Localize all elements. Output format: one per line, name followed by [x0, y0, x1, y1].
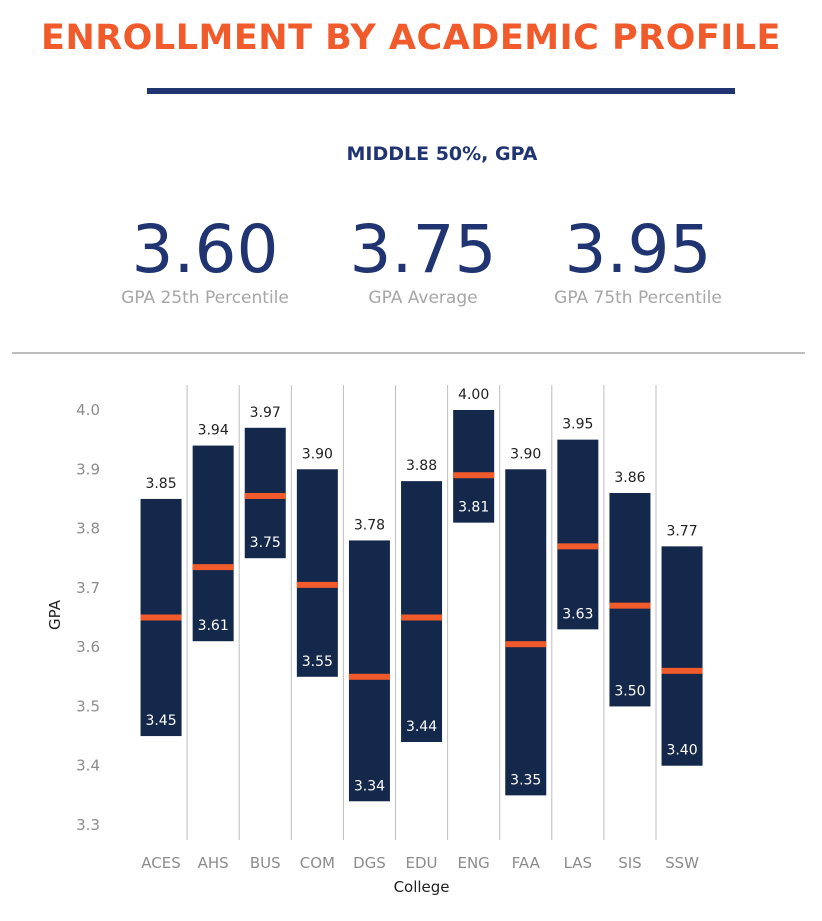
- mean-marker: [661, 667, 703, 674]
- y-tick-label: 3.5: [76, 697, 100, 715]
- stat-label: GPA Average: [368, 287, 478, 308]
- page-title: ENROLLMENT BY ACADEMIC PROFILE: [41, 18, 781, 58]
- bar-sis: [609, 493, 651, 707]
- x-tick-label: SIS: [618, 854, 641, 872]
- mean-marker: [505, 641, 547, 648]
- bar-com: [296, 469, 338, 677]
- data-label-low: 3.34: [354, 778, 385, 794]
- data-label-low: 3.55: [302, 654, 333, 670]
- data-label-low: 3.40: [666, 743, 697, 759]
- x-axis-title: College: [394, 878, 450, 896]
- data-label-high: 3.78: [354, 517, 385, 533]
- mean-marker: [140, 614, 182, 621]
- data-label-low: 3.35: [510, 772, 541, 788]
- data-label-low: 3.81: [458, 500, 489, 516]
- y-tick-label: 3.3: [76, 816, 100, 834]
- mean-marker: [609, 602, 651, 609]
- data-label-low: 3.63: [562, 606, 593, 622]
- x-tick-label: AHS: [198, 854, 229, 872]
- data-label-low: 3.44: [406, 719, 437, 735]
- x-tick-label: COM: [300, 854, 335, 872]
- y-tick-label: 3.8: [76, 520, 100, 538]
- mean-marker: [296, 581, 338, 588]
- stat-label: GPA 25th Percentile: [121, 287, 289, 308]
- stat-value: 3.75: [349, 211, 497, 288]
- x-tick-label: FAA: [512, 854, 541, 872]
- data-label-high: 3.97: [250, 405, 281, 421]
- stat-label: GPA 75th Percentile: [554, 287, 722, 308]
- x-tick-label: SSW: [665, 854, 699, 872]
- y-tick-label: 3.9: [76, 460, 100, 478]
- mean-marker: [244, 492, 286, 499]
- data-label-high: 3.88: [406, 458, 437, 474]
- section-subtitle: MIDDLE 50%, GPA: [346, 143, 538, 165]
- data-label-high: 3.85: [145, 476, 176, 492]
- bar-ahs: [192, 445, 234, 642]
- y-tick-label: 3.4: [76, 757, 100, 775]
- bar-dgs: [348, 540, 390, 802]
- mean-marker: [401, 614, 443, 621]
- mean-marker: [192, 564, 234, 571]
- mean-marker: [453, 472, 495, 479]
- stat-value: 3.95: [564, 211, 712, 288]
- stat-gpa-average: 3.75 GPA Average: [293, 212, 553, 308]
- bar-eng: [453, 410, 495, 523]
- data-label-low: 3.61: [198, 618, 229, 634]
- data-label-high: 3.95: [562, 417, 593, 433]
- x-tick-label: LAS: [564, 854, 592, 872]
- stat-gpa-75th: 3.95 GPA 75th Percentile: [508, 212, 768, 308]
- bar-ssw: [661, 546, 703, 766]
- x-tick-label: DGS: [353, 854, 386, 872]
- stat-value: 3.60: [131, 211, 279, 288]
- mean-marker: [348, 673, 390, 680]
- y-tick-label: 3.6: [76, 638, 100, 656]
- y-tick-label: 3.7: [76, 579, 100, 597]
- data-label-low: 3.45: [145, 713, 176, 729]
- bar-edu: [401, 481, 443, 742]
- mean-marker: [557, 543, 599, 550]
- data-label-low: 3.75: [250, 535, 281, 551]
- data-label-high: 3.77: [666, 523, 697, 539]
- data-label-high: 3.94: [198, 423, 229, 439]
- title-underline: [147, 88, 735, 94]
- data-label-low: 3.50: [614, 683, 645, 699]
- y-tick-label: 4.0: [76, 401, 100, 419]
- bar-faa: [505, 469, 547, 796]
- y-axis-title: GPA: [46, 599, 64, 630]
- section-divider: [12, 352, 805, 354]
- x-tick-label: ACES: [141, 854, 180, 872]
- bar-las: [557, 439, 599, 630]
- x-tick-label: EDU: [406, 854, 438, 872]
- x-tick-label: ENG: [457, 854, 489, 872]
- data-label-high: 3.90: [302, 446, 333, 462]
- data-label-high: 3.90: [510, 446, 541, 462]
- stat-gpa-25th: 3.60 GPA 25th Percentile: [75, 212, 335, 308]
- x-tick-label: BUS: [250, 854, 281, 872]
- data-label-high: 4.00: [458, 387, 489, 403]
- data-label-high: 3.86: [614, 470, 645, 486]
